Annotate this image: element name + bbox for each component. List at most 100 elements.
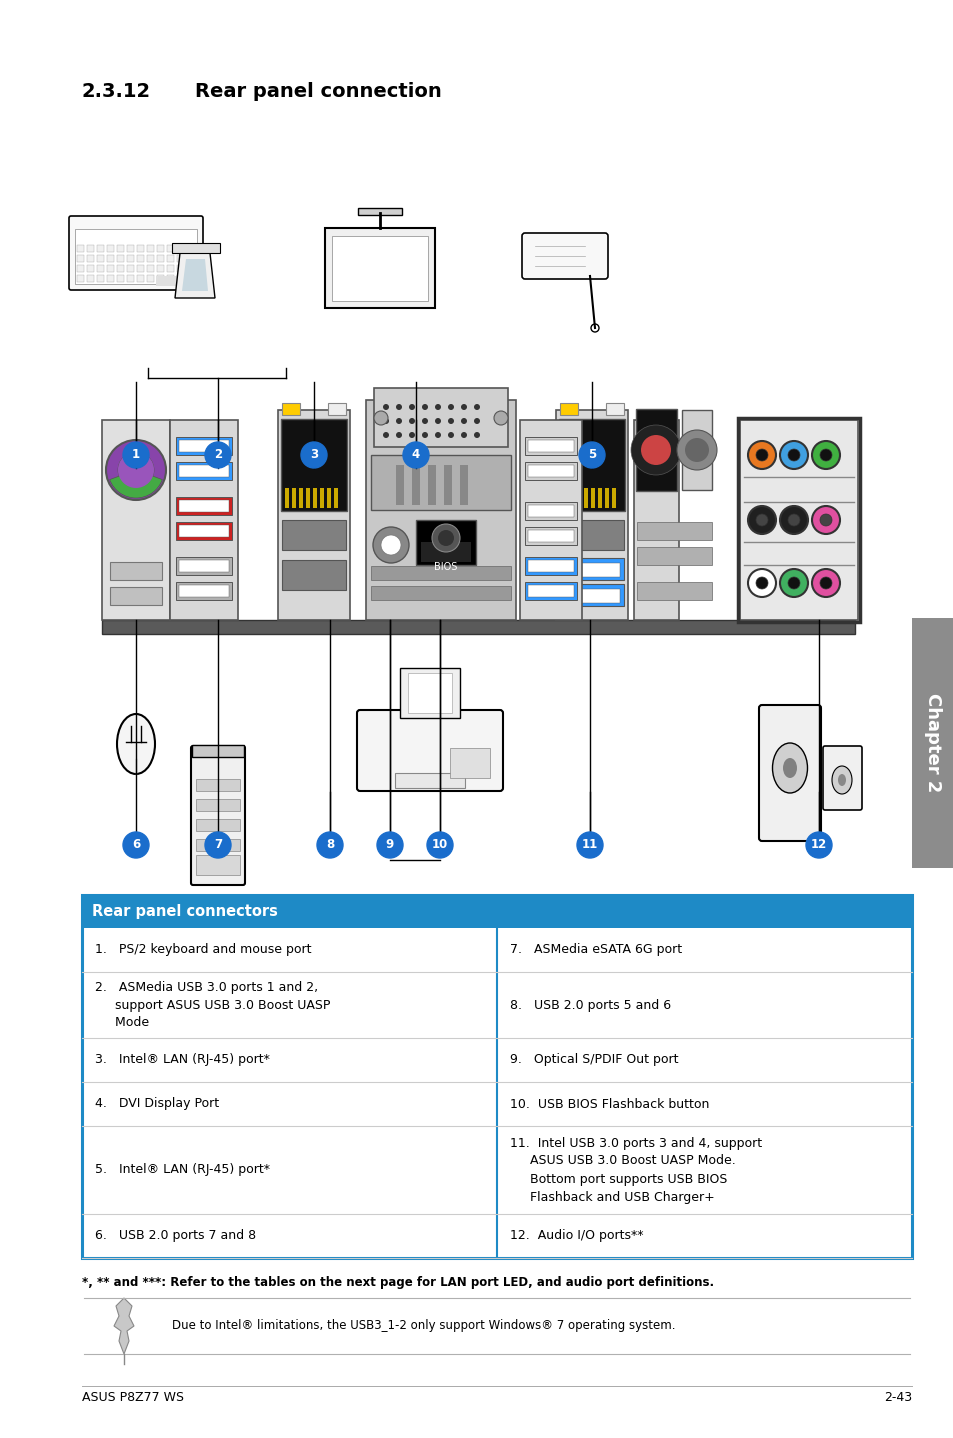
FancyBboxPatch shape — [328, 403, 346, 416]
FancyBboxPatch shape — [116, 265, 124, 272]
FancyBboxPatch shape — [527, 505, 574, 518]
Text: 7.   ASMedia eSATA 6G port: 7. ASMedia eSATA 6G port — [510, 943, 681, 956]
FancyBboxPatch shape — [357, 209, 401, 216]
Circle shape — [409, 404, 415, 410]
FancyBboxPatch shape — [176, 265, 184, 272]
Circle shape — [787, 577, 800, 590]
FancyBboxPatch shape — [96, 265, 104, 272]
FancyBboxPatch shape — [167, 265, 174, 272]
Circle shape — [640, 436, 670, 464]
FancyBboxPatch shape — [450, 748, 490, 778]
FancyBboxPatch shape — [127, 255, 134, 262]
Circle shape — [780, 569, 807, 597]
FancyBboxPatch shape — [319, 487, 324, 508]
FancyBboxPatch shape — [96, 255, 104, 262]
Text: 10.  USB BIOS Flashback button: 10. USB BIOS Flashback button — [510, 1097, 709, 1110]
FancyBboxPatch shape — [136, 255, 144, 262]
FancyBboxPatch shape — [366, 400, 516, 620]
Circle shape — [133, 456, 138, 460]
FancyBboxPatch shape — [327, 487, 331, 508]
Circle shape — [448, 418, 454, 424]
FancyBboxPatch shape — [911, 618, 953, 869]
FancyBboxPatch shape — [156, 244, 164, 252]
Circle shape — [755, 449, 767, 462]
FancyBboxPatch shape — [110, 562, 162, 580]
Circle shape — [409, 418, 415, 424]
FancyBboxPatch shape — [87, 255, 94, 262]
FancyBboxPatch shape — [176, 244, 184, 252]
Circle shape — [382, 418, 389, 424]
Circle shape — [205, 441, 231, 467]
Circle shape — [118, 452, 153, 487]
Circle shape — [811, 569, 840, 597]
FancyBboxPatch shape — [428, 464, 436, 505]
FancyBboxPatch shape — [282, 403, 299, 416]
FancyBboxPatch shape — [147, 275, 154, 282]
FancyBboxPatch shape — [96, 275, 104, 282]
Circle shape — [132, 467, 139, 473]
Circle shape — [755, 513, 767, 526]
FancyBboxPatch shape — [637, 546, 711, 565]
Text: 2.   ASMedia USB 3.0 ports 1 and 2,
     support ASUS USB 3.0 Boost UASP
     Mo: 2. ASMedia USB 3.0 ports 1 and 2, suppor… — [95, 981, 330, 1030]
Text: 1: 1 — [132, 449, 140, 462]
Text: Chapter 2: Chapter 2 — [923, 693, 941, 792]
Circle shape — [811, 506, 840, 533]
Text: 2-43: 2-43 — [882, 1391, 911, 1403]
Circle shape — [382, 404, 389, 410]
FancyBboxPatch shape — [87, 265, 94, 272]
FancyBboxPatch shape — [107, 265, 114, 272]
Text: 7: 7 — [213, 838, 222, 851]
Circle shape — [123, 833, 149, 858]
Circle shape — [474, 431, 479, 439]
FancyBboxPatch shape — [356, 710, 502, 791]
Circle shape — [144, 473, 149, 479]
Text: *, ** and ***: Refer to the tables on the next page for LAN port LED, and audio : *, ** and ***: Refer to the tables on th… — [82, 1276, 714, 1288]
FancyBboxPatch shape — [192, 745, 244, 756]
FancyBboxPatch shape — [374, 388, 507, 447]
Circle shape — [421, 418, 428, 424]
Text: 12: 12 — [810, 838, 826, 851]
FancyBboxPatch shape — [96, 244, 104, 252]
Circle shape — [474, 418, 479, 424]
Ellipse shape — [782, 758, 796, 778]
Circle shape — [123, 473, 128, 479]
FancyBboxPatch shape — [195, 856, 240, 874]
Circle shape — [474, 404, 479, 410]
FancyBboxPatch shape — [612, 487, 616, 508]
FancyBboxPatch shape — [76, 265, 84, 272]
FancyBboxPatch shape — [285, 487, 289, 508]
FancyBboxPatch shape — [395, 774, 464, 788]
FancyBboxPatch shape — [156, 255, 164, 262]
Polygon shape — [174, 253, 214, 298]
FancyBboxPatch shape — [598, 487, 601, 508]
Circle shape — [755, 577, 767, 590]
FancyBboxPatch shape — [416, 521, 476, 565]
FancyBboxPatch shape — [172, 243, 220, 253]
FancyBboxPatch shape — [605, 403, 623, 416]
FancyBboxPatch shape — [325, 229, 435, 308]
FancyBboxPatch shape — [524, 526, 577, 545]
FancyBboxPatch shape — [179, 559, 229, 572]
FancyBboxPatch shape — [563, 590, 619, 603]
FancyBboxPatch shape — [334, 487, 337, 508]
Circle shape — [421, 431, 428, 439]
Circle shape — [747, 506, 775, 533]
FancyBboxPatch shape — [176, 275, 184, 282]
FancyBboxPatch shape — [556, 410, 627, 620]
Text: 2: 2 — [213, 449, 222, 462]
FancyBboxPatch shape — [167, 275, 174, 282]
Circle shape — [448, 431, 454, 439]
Circle shape — [820, 577, 831, 590]
FancyBboxPatch shape — [82, 894, 911, 1258]
FancyBboxPatch shape — [156, 275, 164, 282]
FancyBboxPatch shape — [69, 216, 203, 290]
FancyBboxPatch shape — [175, 582, 232, 600]
Circle shape — [747, 569, 775, 597]
Text: 5: 5 — [587, 449, 596, 462]
Circle shape — [435, 404, 440, 410]
Text: BIOS: BIOS — [434, 562, 457, 572]
FancyBboxPatch shape — [156, 265, 164, 272]
Circle shape — [820, 449, 831, 462]
FancyBboxPatch shape — [681, 410, 711, 490]
Circle shape — [301, 441, 327, 467]
